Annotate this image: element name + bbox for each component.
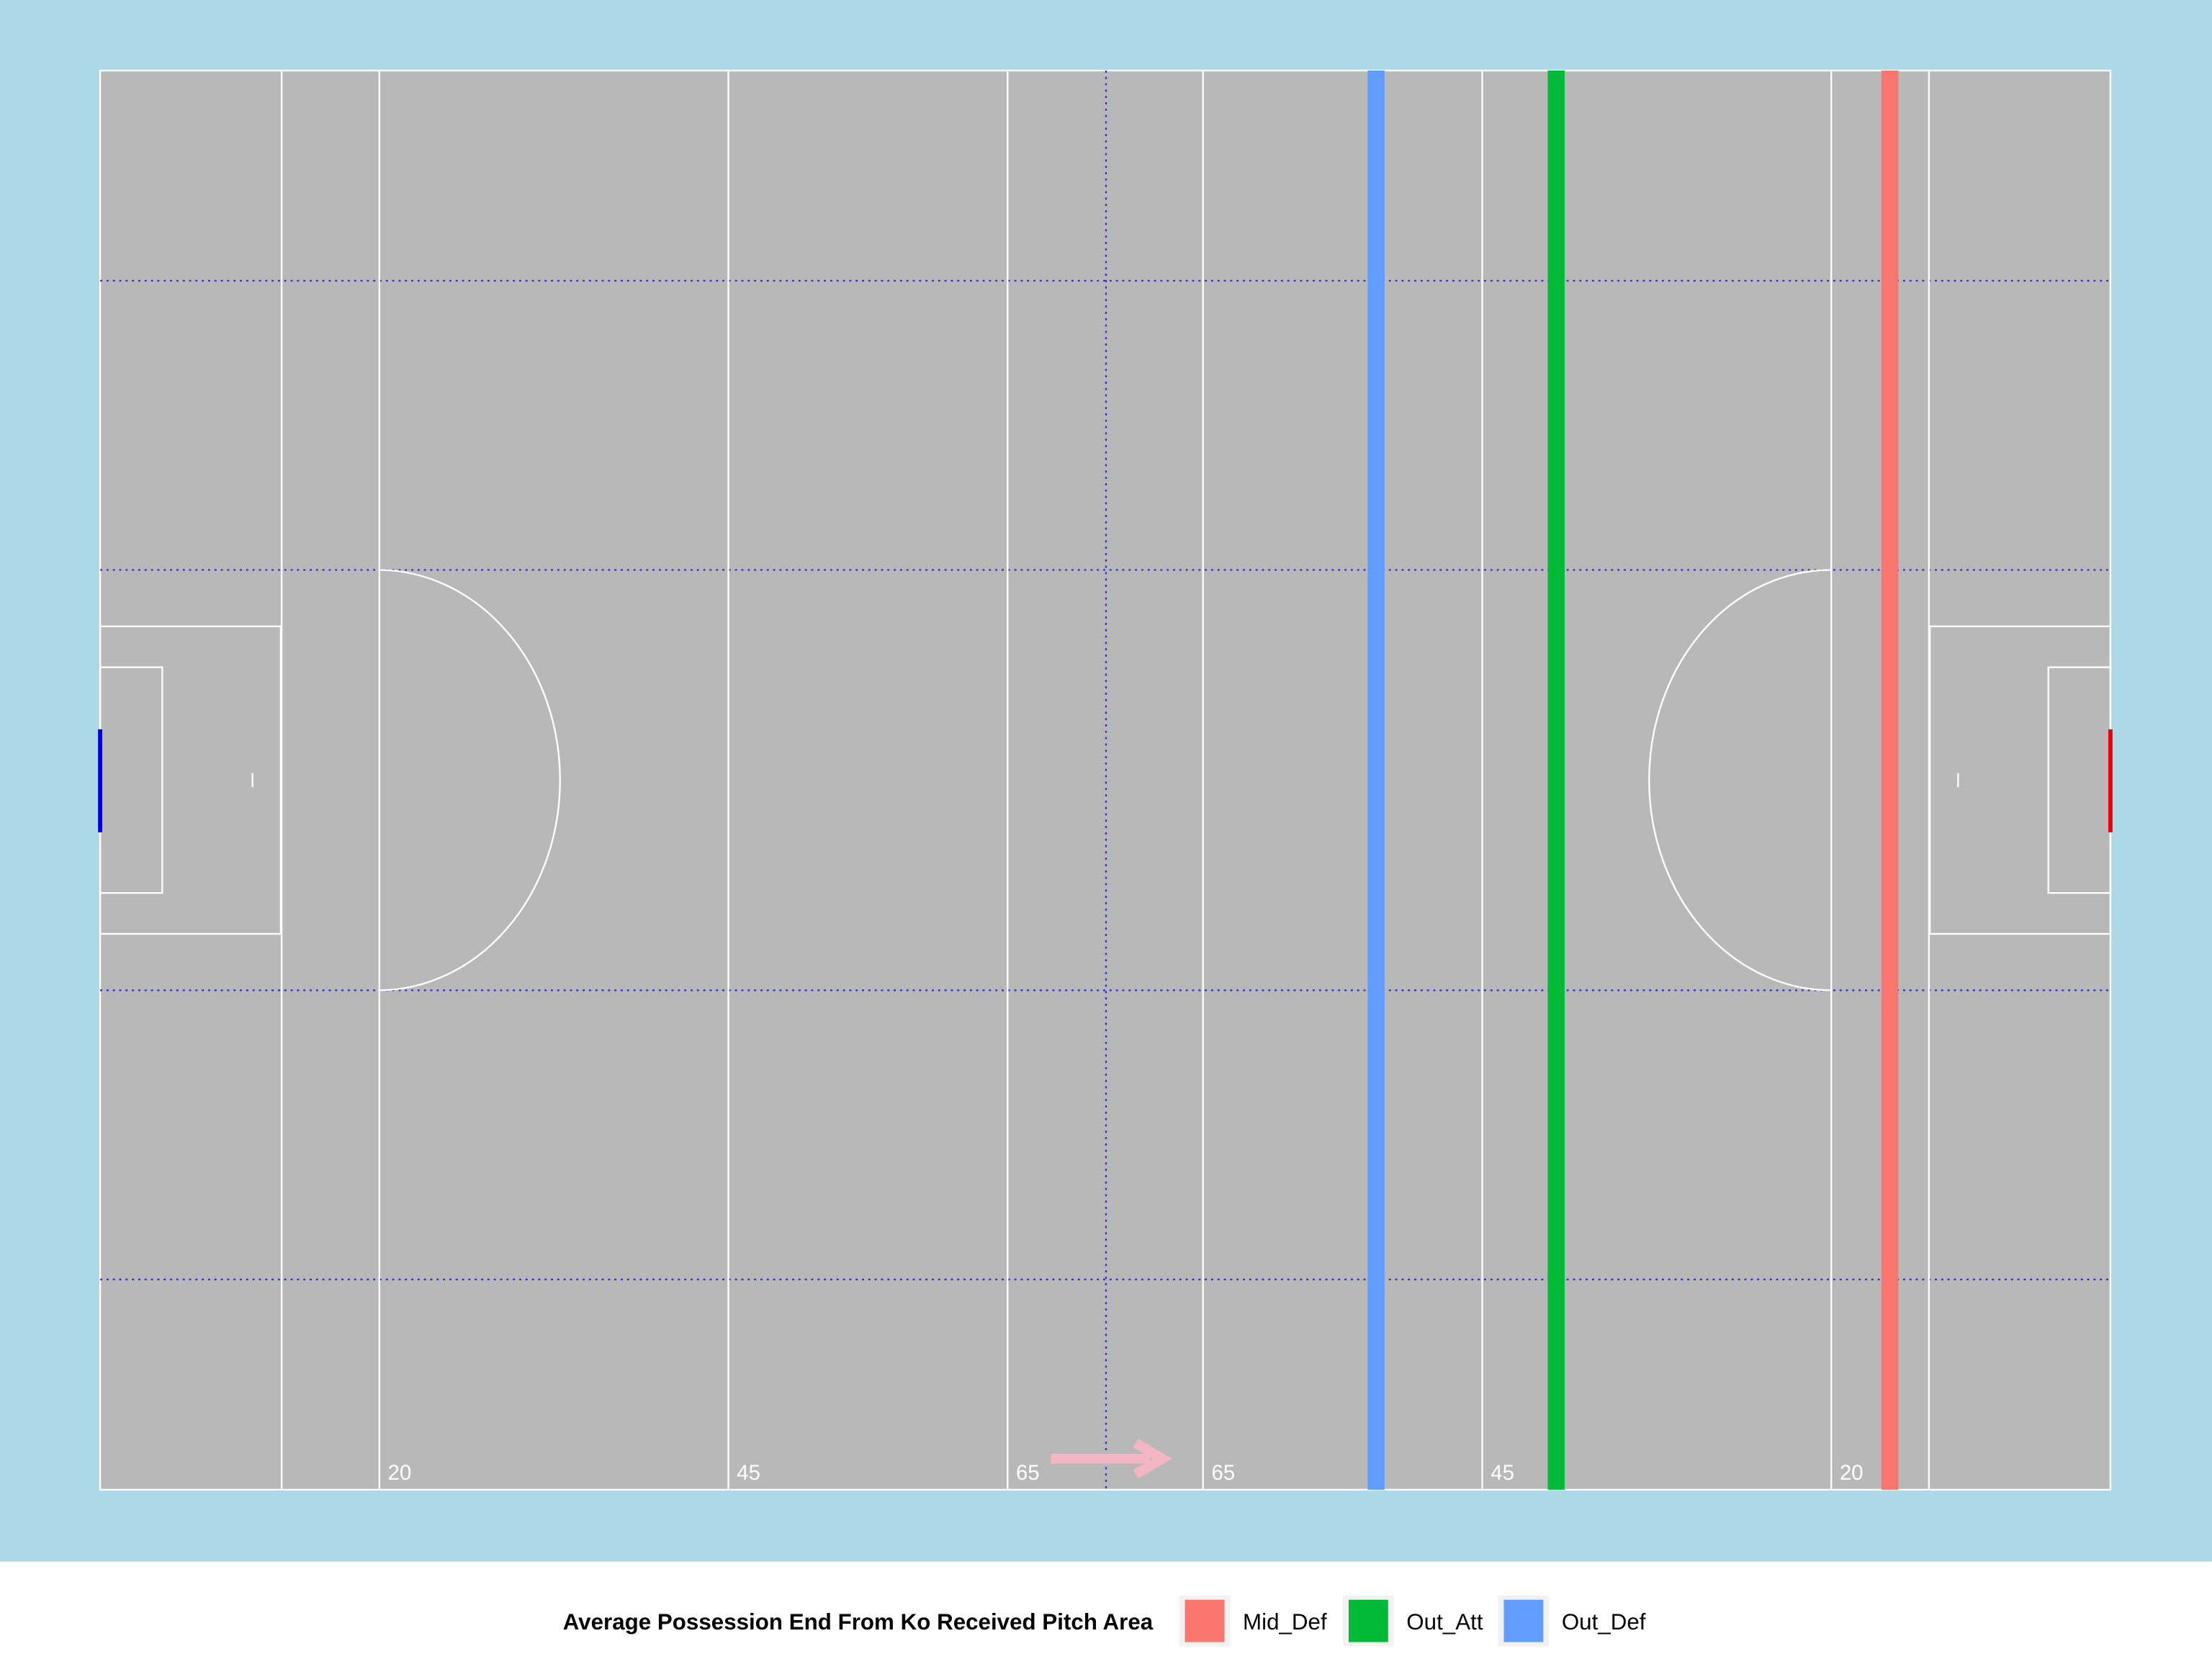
arc xyxy=(1648,569,1832,992)
possession-line xyxy=(1881,70,1899,1490)
possession-line xyxy=(1547,70,1565,1490)
legend-swatch xyxy=(1348,1599,1388,1642)
legend-label: Out_Att xyxy=(1406,1609,1483,1635)
pitch-label: 65 xyxy=(1016,1461,1040,1485)
pitch-label: 45 xyxy=(1491,1461,1514,1485)
arc xyxy=(378,569,561,992)
pitch-label: 20 xyxy=(1840,1461,1863,1485)
legend-background xyxy=(0,1561,2212,1659)
direction-arrow xyxy=(1051,1439,1173,1479)
pitch-label: 65 xyxy=(1211,1461,1235,1485)
pitch xyxy=(98,69,2113,1491)
legend-label: Out_Def xyxy=(1562,1609,1646,1635)
legend-swatch xyxy=(1184,1599,1225,1642)
legend-swatch xyxy=(1503,1599,1544,1642)
legend-label: Mid_Def xyxy=(1243,1609,1327,1635)
possession-line xyxy=(1367,70,1385,1490)
pitch-label: 20 xyxy=(388,1461,412,1485)
pitch-label: 45 xyxy=(737,1461,760,1485)
legend-title: Average Possession End From Ko Received … xyxy=(563,1609,1154,1635)
